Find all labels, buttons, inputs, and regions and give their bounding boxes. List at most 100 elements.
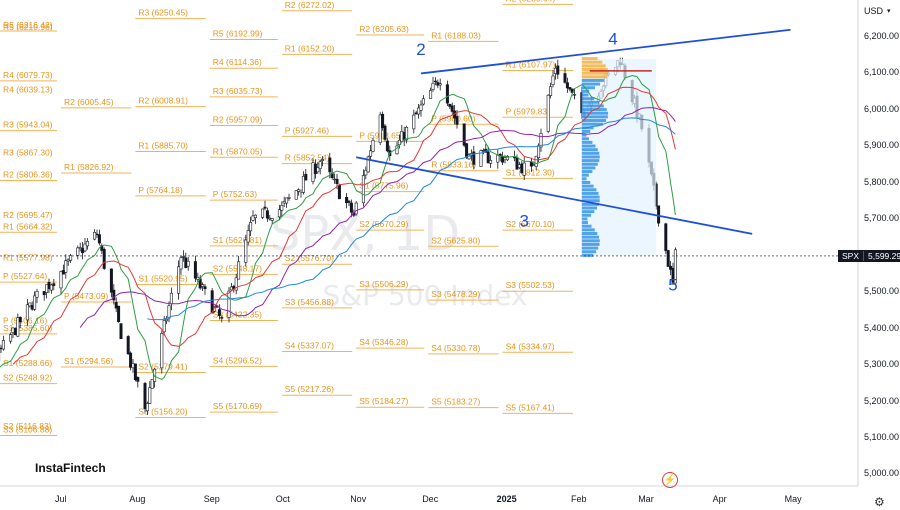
pivot-label: S2 (5670.29): [359, 219, 408, 229]
candle-body: [285, 197, 289, 204]
candle-body: [280, 205, 284, 211]
pivot-label: S1 (5288.66): [3, 358, 52, 368]
candle-body: [321, 159, 325, 161]
candle-body: [78, 247, 82, 250]
pivot-label: R4 (6079.73): [3, 70, 53, 80]
time-tick-label: Nov: [350, 494, 367, 504]
volume-profile-bar: [581, 195, 600, 199]
candle-body: [301, 175, 305, 193]
pivot-label: S3 (5156.20): [138, 406, 187, 416]
candle-body: [282, 201, 286, 204]
volume-profile-bar: [581, 224, 592, 228]
candle-body: [299, 189, 303, 193]
volume-profile-bar: [581, 228, 595, 232]
pivot-label: S3 (5422.35): [213, 309, 262, 319]
candle-body: [246, 230, 250, 243]
pivot-label: P (5527.64): [3, 271, 47, 281]
pivot-label: S4 (5346.28): [359, 337, 408, 347]
time-tick-label: Mar: [638, 494, 654, 504]
currency-selector[interactable]: USD ▾: [858, 2, 898, 19]
moving-averages: [0, 74, 676, 380]
candle-body: [179, 257, 183, 270]
pivot-label: S4 (5330.78): [431, 343, 480, 353]
pivot-label: R2 (6008.91): [138, 96, 188, 106]
candle-body: [345, 196, 349, 204]
candle-body: [270, 218, 274, 221]
watermark-name: S&P 500 Index: [323, 279, 528, 312]
candle-body: [184, 257, 188, 268]
volume-profile-bar: [581, 119, 607, 123]
candle-body: [316, 167, 320, 173]
candle-body: [515, 157, 519, 170]
candle-body: [28, 302, 32, 307]
candle-body: [167, 305, 171, 319]
volume-profile-bar: [581, 188, 597, 192]
candle-body: [501, 156, 505, 163]
pivot-label: R4 (6114.36): [213, 57, 262, 67]
pivot-label: S5 (5217.26): [285, 384, 334, 394]
candle-body: [333, 178, 337, 181]
candle-body: [337, 184, 341, 200]
time-tick-label: Feb: [571, 494, 587, 504]
candle-body: [61, 270, 65, 275]
candle-body: [369, 150, 373, 157]
candle-body: [505, 155, 509, 161]
candle-body: [30, 305, 34, 310]
trendline-upper[interactable]: [420, 28, 791, 75]
candle-body: [52, 283, 56, 286]
volume-profile-bar: [581, 162, 598, 166]
candle-body: [11, 327, 15, 333]
trendlines[interactable]: [356, 28, 791, 235]
time-tick-label: Apr: [712, 494, 727, 504]
candle-body: [201, 284, 205, 287]
candle-body: [76, 247, 80, 256]
candle-body: [64, 260, 68, 273]
candle-body: [186, 260, 190, 267]
volume-profile-bar: [581, 191, 599, 195]
ma-fast-line: [0, 74, 676, 380]
candle-body: [93, 232, 97, 240]
candle-body: [150, 379, 154, 389]
volume-profile-bar: [581, 133, 587, 137]
candle-body: [664, 223, 668, 251]
candle-body: [203, 286, 207, 290]
candle-body: [462, 123, 466, 146]
pivot-label: R1 (5885.70): [138, 141, 188, 151]
pivot-label: S5 (5184.27): [359, 396, 408, 406]
candle-body: [503, 157, 507, 161]
candle-body: [448, 103, 452, 107]
candle-body: [666, 250, 670, 267]
pivot-label: S3 (5506.29): [359, 279, 408, 289]
candle-body: [181, 256, 185, 258]
candle-body: [438, 83, 442, 86]
currency-label: USD: [864, 5, 884, 16]
candle-body: [268, 217, 272, 220]
volume-profile-bar: [581, 57, 598, 61]
gear-icon[interactable]: ⚙: [874, 495, 885, 509]
pivot-label: R2 (5695.47): [3, 210, 53, 220]
candle-body: [573, 94, 577, 96]
trendline-lower[interactable]: [356, 156, 753, 235]
time-tick-label: Sep: [203, 494, 220, 504]
candle-body: [177, 266, 181, 294]
candle-body: [318, 161, 322, 169]
candle-body: [553, 67, 557, 74]
pivot-label: S5 (5170.69): [213, 401, 262, 411]
candle-body: [354, 202, 358, 215]
price-tick-label: 5,900.00: [864, 140, 900, 151]
candle-body: [42, 291, 46, 296]
candle-body: [395, 145, 399, 155]
candle-body: [237, 261, 241, 280]
pivot-label: S4 (5337.07): [285, 341, 334, 351]
volume-profile-bar: [581, 148, 598, 152]
candle-body: [568, 87, 572, 90]
pivot-label: R3 (6250.45): [138, 8, 188, 18]
ma-slow-line: [79, 107, 676, 328]
ma-mid-line: [12, 86, 676, 365]
lightning-icon[interactable]: ⚡: [662, 472, 678, 488]
volume-profile-bar: [581, 151, 600, 155]
candle-body: [253, 214, 257, 219]
candle-body: [229, 286, 233, 291]
candle-body: [169, 292, 173, 305]
